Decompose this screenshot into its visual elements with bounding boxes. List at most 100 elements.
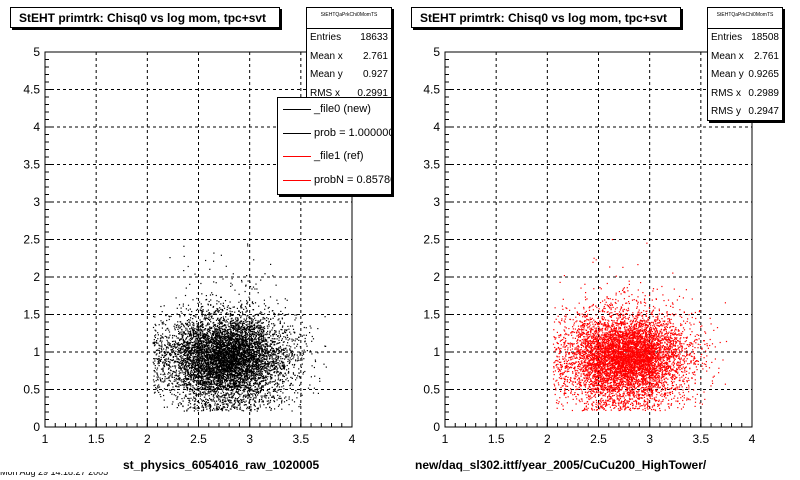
scatter-point <box>227 365 229 367</box>
scatter-point <box>229 364 231 366</box>
scatter-point <box>205 328 207 330</box>
scatter-point <box>260 337 263 339</box>
scatter-point <box>245 346 247 348</box>
scatter-point <box>205 401 207 403</box>
scatter-point <box>208 349 210 351</box>
scatter-point <box>302 353 305 355</box>
scatter-point <box>186 320 188 322</box>
scatter-point <box>167 364 169 366</box>
scatter-point <box>177 343 179 345</box>
scatter-point <box>271 338 273 340</box>
scatter-point <box>246 377 248 379</box>
scatter-point <box>209 370 212 372</box>
scatter-point <box>247 373 249 375</box>
scatter-point <box>198 341 200 343</box>
scatter-point <box>181 384 183 386</box>
scatter-point <box>230 323 232 325</box>
scatter-point <box>219 404 221 407</box>
scatter-point <box>221 367 223 369</box>
scatter-point <box>229 315 231 317</box>
scatter-point <box>299 384 301 386</box>
scatter-point <box>154 344 156 346</box>
scatter-point <box>205 339 207 342</box>
scatter-point <box>216 407 218 409</box>
scatter-point <box>241 343 243 345</box>
scatter-point <box>219 373 221 375</box>
scatter-point <box>192 350 194 352</box>
scatter-point <box>247 361 249 363</box>
scatter-point <box>206 358 208 360</box>
scatter-point <box>222 316 224 318</box>
scatter-point <box>194 400 197 402</box>
scatter-point <box>246 321 248 323</box>
scatter-point <box>219 358 221 360</box>
scatter-point <box>155 358 157 360</box>
scatter-point <box>205 351 208 353</box>
scatter-point <box>225 357 227 359</box>
scatter-point <box>282 362 284 364</box>
scatter-point <box>231 402 233 404</box>
scatter-point <box>259 326 261 328</box>
scatter-point <box>172 401 174 403</box>
scatter-point <box>253 356 255 359</box>
scatter-point <box>234 339 236 341</box>
scatter-point <box>214 404 216 406</box>
scatter-point <box>239 384 241 386</box>
scatter-point <box>192 374 194 376</box>
scatter-point <box>165 324 167 326</box>
scatter-point <box>233 375 235 377</box>
scatter-point <box>207 376 209 378</box>
scatter-point <box>181 398 183 400</box>
scatter-point <box>189 359 191 361</box>
scatter-point <box>172 386 174 388</box>
scatter-point <box>252 389 254 392</box>
scatter-point <box>266 373 268 375</box>
scatter-point <box>212 360 214 362</box>
scatter-point <box>174 379 176 381</box>
scatter-point <box>230 358 232 360</box>
scatter-point <box>196 368 198 370</box>
scatter-point <box>200 371 202 373</box>
scatter-point <box>287 339 289 341</box>
scatter-point <box>175 297 177 299</box>
scatter-point <box>167 373 169 375</box>
scatter-point <box>171 346 173 348</box>
scatter-point <box>276 299 278 301</box>
scatter-point <box>274 371 276 373</box>
scatter-point <box>295 359 297 361</box>
scatter-point <box>227 403 229 405</box>
scatter-point <box>193 410 195 412</box>
scatter-point <box>186 385 188 387</box>
scatter-point <box>251 330 254 332</box>
scatter-point <box>281 349 283 351</box>
scatter-point <box>186 361 188 363</box>
scatter-point <box>237 385 239 387</box>
scatter-point <box>232 354 234 356</box>
scatter-point <box>242 312 244 314</box>
scatter-point <box>251 368 253 370</box>
scatter-point <box>181 370 183 372</box>
scatter-point <box>204 319 207 321</box>
scatter-point <box>215 334 217 336</box>
scatter-point <box>248 346 251 348</box>
scatter-point <box>211 377 213 379</box>
scatter-point <box>238 334 240 336</box>
scatter-point <box>325 366 327 368</box>
scatter-point <box>265 371 267 373</box>
scatter-point <box>193 357 195 359</box>
scatter-point <box>246 374 248 377</box>
scatter-point <box>157 332 159 334</box>
scatter-point <box>186 341 189 343</box>
scatter-point <box>183 368 185 370</box>
scatter-point <box>255 319 257 321</box>
scatter-point <box>264 347 266 349</box>
scatter-point <box>225 368 227 370</box>
scatter-point <box>259 354 262 356</box>
scatter-point <box>277 385 279 387</box>
scatter-point <box>154 329 156 331</box>
scatter-point <box>248 388 250 390</box>
scatter-point <box>226 333 228 335</box>
scatter-point <box>215 340 217 342</box>
scatter-point <box>259 349 261 351</box>
scatter-point <box>195 384 197 386</box>
